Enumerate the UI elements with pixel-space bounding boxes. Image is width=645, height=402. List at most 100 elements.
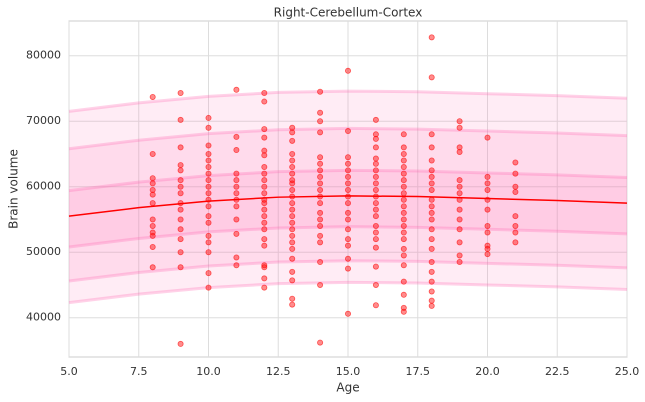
data-point: [344, 167, 351, 174]
data-point: [289, 219, 296, 226]
data-point: [400, 216, 407, 223]
data-point: [428, 209, 435, 216]
data-point: [428, 259, 435, 266]
data-point: [400, 144, 407, 151]
data-point: [456, 144, 463, 151]
data-point: [177, 340, 184, 347]
data-point: [344, 200, 351, 207]
data-point: [233, 133, 240, 140]
data-point: [400, 131, 407, 138]
chart-title: Right-Cerebellum-Cortex: [274, 6, 423, 20]
data-point: [177, 226, 184, 233]
data-point: [512, 223, 519, 230]
data-point: [428, 180, 435, 187]
data-point: [261, 275, 268, 282]
data-point: [344, 173, 351, 180]
data-point: [372, 186, 379, 193]
data-point: [233, 170, 240, 177]
data-point: [289, 255, 296, 262]
data-point: [261, 242, 268, 249]
data-point: [289, 200, 296, 207]
data-point: [205, 232, 212, 239]
data-point: [428, 278, 435, 285]
data-point: [456, 124, 463, 131]
data-point: [317, 109, 324, 116]
data-point: [428, 288, 435, 295]
data-point: [484, 173, 491, 180]
data-point: [428, 268, 435, 275]
data-point: [372, 223, 379, 230]
data-point: [149, 232, 156, 239]
data-point: [317, 259, 324, 266]
data-point: [205, 203, 212, 210]
data-point: [372, 180, 379, 187]
data-point: [233, 86, 240, 93]
data-point: [317, 209, 324, 216]
data-point: [149, 180, 156, 187]
data-point: [428, 144, 435, 151]
data-point: [372, 155, 379, 162]
data-point: [428, 173, 435, 180]
data-point: [177, 190, 184, 197]
data-point: [372, 144, 379, 151]
data-point: [317, 88, 324, 95]
data-point: [344, 242, 351, 249]
data-point: [261, 206, 268, 213]
data-point: [428, 203, 435, 210]
data-point: [484, 245, 491, 252]
data-point: [344, 67, 351, 74]
data-point: [261, 164, 268, 171]
data-point: [428, 167, 435, 174]
data-point: [289, 226, 296, 233]
data-point: [456, 216, 463, 223]
data-point: [400, 223, 407, 230]
x-tick-label: 10.0: [196, 365, 221, 378]
data-point: [289, 164, 296, 171]
data-point: [400, 229, 407, 236]
data-point: [233, 230, 240, 237]
data-point: [400, 164, 407, 171]
data-point: [372, 236, 379, 243]
data-point: [400, 291, 407, 298]
x-tick-label: 12.5: [266, 365, 291, 378]
data-point: [289, 137, 296, 144]
data-point: [317, 200, 324, 207]
data-point: [233, 203, 240, 210]
data-point: [261, 262, 268, 269]
data-point: [400, 236, 407, 243]
data-point: [261, 152, 268, 159]
data-point: [512, 229, 519, 236]
data-point: [372, 213, 379, 220]
data-point: [317, 160, 324, 167]
data-point: [484, 180, 491, 187]
data-point: [317, 173, 324, 180]
data-point: [205, 219, 212, 226]
data-point: [400, 150, 407, 157]
data-point: [205, 124, 212, 131]
data-point: [149, 200, 156, 207]
data-point: [372, 206, 379, 213]
data-point: [149, 175, 156, 182]
data-point: [233, 254, 240, 261]
data-point: [317, 186, 324, 193]
data-point: [428, 226, 435, 233]
data-point: [289, 124, 296, 131]
data-point: [261, 147, 268, 154]
data-point: [289, 206, 296, 213]
data-point: [177, 162, 184, 169]
data-point: [205, 177, 212, 184]
data-point: [289, 239, 296, 246]
data-point: [205, 239, 212, 246]
data-point: [149, 186, 156, 193]
data-point: [344, 310, 351, 317]
data-point: [233, 177, 240, 184]
data-point: [205, 170, 212, 177]
data-point: [205, 284, 212, 291]
data-point: [261, 134, 268, 141]
data-point: [149, 93, 156, 100]
data-point: [289, 301, 296, 308]
data-point: [372, 160, 379, 167]
median-line: [68, 195, 628, 217]
x-tick-label: 22.5: [545, 365, 570, 378]
